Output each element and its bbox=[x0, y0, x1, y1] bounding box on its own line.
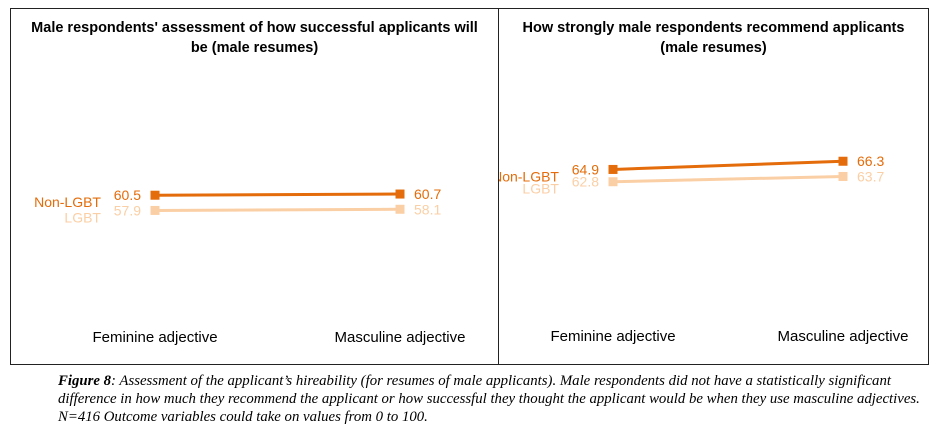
data-point-marker bbox=[150, 205, 160, 215]
series-line-non-lgbt bbox=[612, 159, 844, 171]
category-label: Feminine adjective bbox=[92, 329, 217, 346]
chart-panel-success: Male respondents' assessment of how succ… bbox=[11, 9, 499, 364]
data-point-marker bbox=[608, 164, 618, 174]
data-label: 57.9 bbox=[114, 202, 141, 218]
series-line-lgbt bbox=[612, 174, 844, 184]
caption-label: Figure 8 bbox=[58, 373, 112, 389]
data-point-marker bbox=[838, 171, 848, 181]
data-label: 60.5 bbox=[114, 187, 141, 203]
chart-title: Male respondents' assessment of how succ… bbox=[31, 20, 478, 56]
data-point-marker bbox=[150, 190, 160, 200]
data-label: 66.3 bbox=[857, 153, 884, 169]
series-line-lgbt bbox=[154, 207, 401, 212]
caption-text: : Assessment of the applicant’s hireabil… bbox=[58, 373, 920, 425]
data-point-marker bbox=[395, 204, 405, 214]
figure-panels: Male respondents' assessment of how succ… bbox=[10, 8, 929, 365]
category-label: Masculine adjective bbox=[335, 329, 466, 346]
data-label: 62.8 bbox=[572, 174, 599, 190]
legend-label-non-lgbt: Non-LGBT bbox=[34, 194, 101, 210]
data-label: 60.7 bbox=[414, 186, 441, 202]
line-chart-success: 60.5 60.7 Non-LGBT 57.9 58.1 LGBT Feminine adj… bbox=[34, 186, 466, 346]
data-label: 63.7 bbox=[857, 168, 884, 184]
category-label: Masculine adjective bbox=[778, 328, 909, 345]
legend-label-non-lgbt: Non-LGBT bbox=[499, 168, 559, 184]
series-line-non-lgbt bbox=[154, 192, 401, 197]
chart-panel-recommend: How strongly male respondents recommend … bbox=[499, 9, 928, 364]
data-point-marker bbox=[395, 189, 405, 199]
legend-label-lgbt: LGBT bbox=[522, 181, 559, 197]
line-chart-recommend: 64.9 66.3 Non-LGBT 62.8 63.7 LGBT Feminine adj… bbox=[499, 153, 909, 345]
category-label: Feminine adjective bbox=[550, 328, 675, 345]
data-label: 64.9 bbox=[572, 161, 599, 177]
chart-title: How strongly male respondents recommend … bbox=[522, 20, 905, 56]
data-label: 58.1 bbox=[414, 201, 441, 217]
legend-label-lgbt: LGBT bbox=[64, 209, 101, 225]
figure-caption: Figure 8: Assessment of the applicant’s … bbox=[58, 372, 928, 426]
data-point-marker bbox=[838, 156, 848, 166]
data-point-marker bbox=[608, 177, 618, 187]
